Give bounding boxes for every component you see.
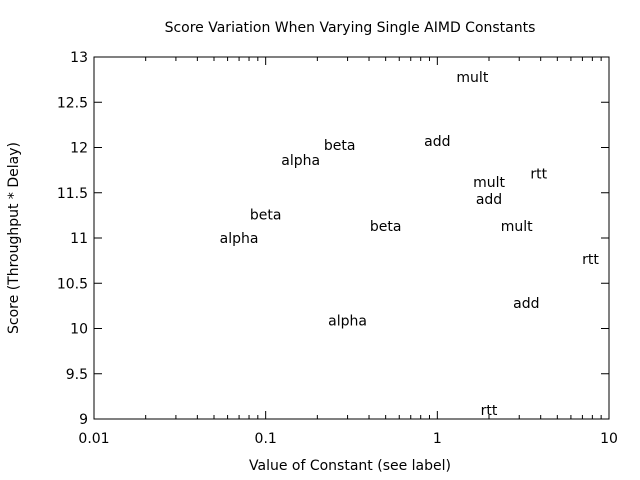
y-tick-label: 10 — [70, 322, 88, 338]
x-tick-label: 0.01 — [78, 431, 109, 447]
x-tick-label: 0.1 — [255, 431, 277, 447]
data-point-add: add — [476, 192, 502, 208]
data-point-rtt: rtt — [582, 252, 599, 268]
x-tick-label: 10 — [600, 431, 618, 447]
y-tick-label: 11.5 — [57, 186, 88, 202]
y-tick-label: 13 — [70, 50, 88, 66]
data-point-rtt: rtt — [530, 167, 547, 183]
data-point-beta: beta — [324, 138, 356, 154]
data-point-alpha: alpha — [220, 231, 259, 247]
y-tick-label: 11 — [70, 231, 88, 247]
x-tick-label: 1 — [433, 431, 442, 447]
y-axis-label: Score (Throughput * Delay) — [6, 142, 22, 334]
data-point-alpha: alpha — [328, 313, 367, 329]
y-tick-label: 9.5 — [66, 367, 88, 383]
data-point-mult: mult — [473, 175, 505, 191]
data-point-add: add — [513, 296, 539, 312]
data-point-mult: mult — [456, 70, 488, 86]
data-point-add: add — [424, 134, 450, 150]
x-axis-label: Value of Constant (see label) — [249, 458, 451, 474]
y-tick-label: 12.5 — [57, 95, 88, 111]
chart-title: Score Variation When Varying Single AIMD… — [165, 20, 536, 36]
data-point-beta: beta — [370, 219, 402, 235]
axis-ticks: 9 9.5 10 10.5 11 11.5 12 12.5 13 0.01 0.1 1 10 — [57, 50, 618, 447]
y-tick-label: 12 — [70, 141, 88, 157]
data-point-rtt: rtt — [481, 403, 498, 419]
data-point-beta: beta — [250, 207, 282, 223]
plot-frame — [93, 56, 610, 420]
data-point-alpha: alpha — [281, 153, 320, 169]
data-point-mult: mult — [501, 219, 533, 235]
y-tick-label: 9 — [79, 412, 88, 428]
y-tick-label: 10.5 — [57, 276, 88, 292]
